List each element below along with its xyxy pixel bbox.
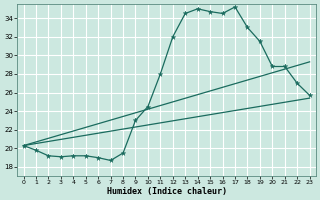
X-axis label: Humidex (Indice chaleur): Humidex (Indice chaleur) [107, 187, 227, 196]
